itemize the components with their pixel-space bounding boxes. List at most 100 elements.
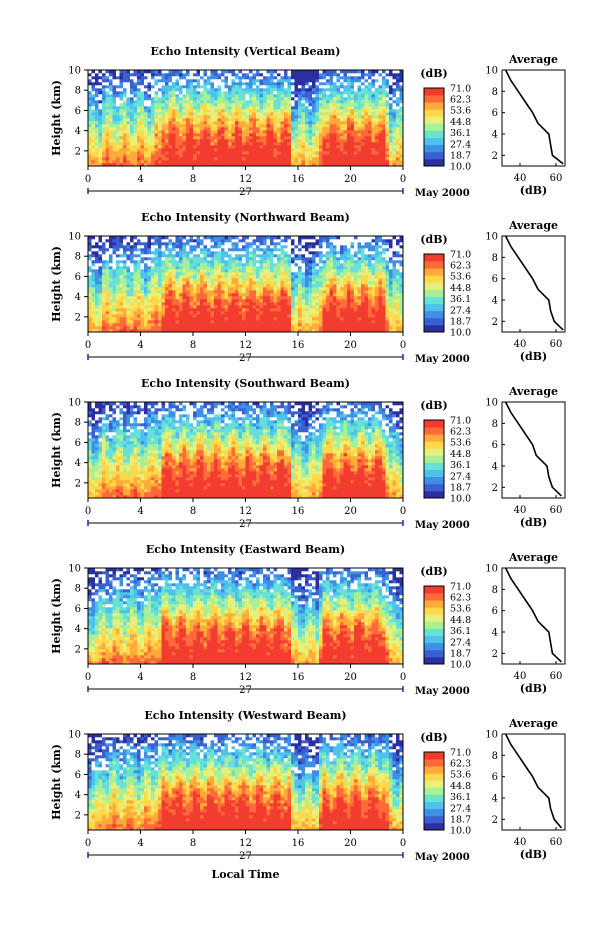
heatmap-cell	[336, 118, 341, 122]
heatmap-cell	[105, 293, 110, 297]
heatmap-cell	[126, 94, 131, 98]
heatmap-cell	[203, 88, 208, 92]
heatmap-cell	[252, 242, 257, 246]
heatmap-cell	[266, 290, 271, 294]
heatmap-cell	[270, 299, 274, 303]
heatmap-cell	[291, 239, 295, 243]
heatmap-cell	[179, 73, 183, 77]
heatmap-cell	[392, 103, 397, 107]
heatmap-cell	[294, 278, 299, 282]
heatmap-cell	[242, 79, 246, 83]
heatmap-cell	[340, 130, 344, 134]
heatmap-cell	[203, 142, 208, 146]
heatmap-cell	[242, 163, 246, 167]
heatmap-cell	[235, 239, 239, 243]
heatmap-cell	[242, 239, 246, 243]
heatmap-cell	[126, 254, 131, 258]
heatmap-cell	[175, 302, 180, 306]
y-tick-label: 4	[75, 126, 81, 137]
heatmap-cell	[130, 272, 134, 276]
heatmap-cell	[116, 305, 120, 309]
heatmap-cell	[200, 133, 204, 137]
heatmap-cell	[291, 100, 295, 104]
heatmap-cell	[179, 248, 183, 252]
heatmap-cell	[259, 299, 264, 303]
heatmap-cell	[98, 299, 103, 303]
heatmap-cell	[396, 88, 400, 92]
heatmap-cell	[333, 106, 337, 110]
heatmap-cell	[207, 76, 211, 80]
heatmap-cell	[112, 145, 117, 149]
heatmap-cell	[154, 97, 159, 101]
heatmap-cell	[144, 109, 148, 113]
heatmap-cell	[116, 236, 120, 240]
heatmap-cell	[357, 142, 362, 146]
heatmap-cell	[165, 305, 169, 309]
heatmap-cell	[217, 133, 222, 137]
heatmap-cell	[88, 284, 92, 288]
heatmap-cell	[273, 100, 278, 104]
heatmap-cell	[175, 326, 180, 330]
heatmap-cell	[263, 124, 267, 128]
heatmap-cell	[249, 260, 253, 264]
heatmap-cell	[231, 136, 236, 140]
heatmap-cell	[270, 260, 274, 264]
heatmap-cell	[291, 293, 295, 297]
heatmap-cell	[95, 257, 99, 261]
heatmap-cell	[88, 251, 92, 255]
heatmap-cell	[364, 124, 369, 128]
heatmap-cell	[242, 130, 246, 134]
heatmap-cell	[210, 79, 215, 83]
heatmap-cell	[126, 100, 131, 104]
heatmap-cell	[280, 305, 285, 309]
heatmap-cell	[231, 263, 236, 267]
heatmap-cell	[228, 124, 232, 128]
heatmap-cell	[333, 70, 337, 74]
heatmap-cell	[196, 106, 201, 110]
heatmap-cell	[189, 133, 194, 137]
heatmap-cell	[217, 82, 222, 86]
heatmap-cell	[196, 154, 201, 158]
heatmap-cell	[263, 163, 267, 167]
heatmap-cell	[95, 314, 99, 318]
heatmap-cell	[259, 112, 264, 116]
heatmap-cell	[161, 314, 166, 318]
heatmap-cell	[375, 73, 379, 77]
heatmap-cell	[133, 245, 138, 249]
heatmap-cell	[193, 145, 197, 149]
heatmap-cell	[95, 248, 99, 252]
heatmap-cell	[200, 269, 204, 273]
heatmap-cell	[182, 130, 187, 134]
heatmap-cell	[119, 323, 124, 327]
heatmap-cell	[389, 103, 393, 107]
heatmap-cell	[249, 76, 253, 80]
heatmap-cell	[252, 106, 257, 110]
heatmap-cell	[273, 70, 278, 74]
heatmap-cell	[294, 239, 299, 243]
heatmap-cell	[123, 97, 127, 101]
heatmap-cell	[151, 239, 155, 243]
heatmap-cell	[203, 103, 208, 107]
heatmap-cell	[193, 260, 197, 264]
heatmap-cell	[221, 139, 225, 143]
heatmap-cell	[305, 73, 309, 77]
heatmap-cell	[203, 136, 208, 140]
heatmap-cell	[228, 254, 232, 258]
heatmap-cell	[298, 133, 302, 137]
heatmap-cell	[126, 308, 131, 312]
heatmap-cell	[186, 115, 190, 119]
heatmap-cell	[203, 118, 208, 122]
heatmap-cell	[375, 139, 379, 143]
heatmap-cell	[119, 329, 124, 333]
heatmap-cell	[354, 85, 358, 89]
heatmap-cell	[186, 314, 190, 318]
heatmap-cell	[284, 293, 288, 297]
heatmap-cell	[245, 109, 250, 113]
heatmap-cell	[179, 281, 183, 285]
heatmap-cell	[196, 139, 201, 143]
heatmap-cell	[238, 163, 243, 167]
heatmap-cell	[98, 118, 103, 122]
heatmap-cell	[210, 287, 215, 291]
heatmap-cell	[95, 299, 99, 303]
heatmap-cell	[154, 139, 159, 143]
